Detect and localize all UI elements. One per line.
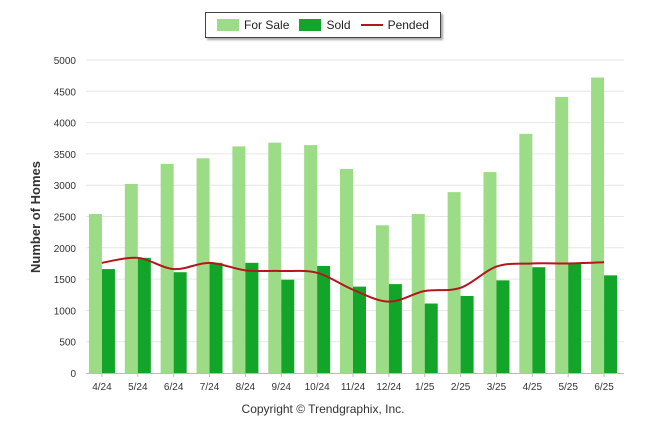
bar-sold[interactable]	[353, 286, 366, 373]
bar-for-sale[interactable]	[304, 145, 318, 373]
bar-for-sale[interactable]	[591, 77, 605, 373]
x-axis-ticks: 4/24 5/24 6/24 7/24 8/24 9/24 10/24 11/24 12/24 1…	[92, 373, 614, 393]
bar-for-sale[interactable]	[447, 192, 461, 373]
bar-sold[interactable]	[281, 279, 295, 373]
legend: For Sale Sold Pended	[205, 12, 441, 38]
x-tick-label: 9/24	[272, 382, 292, 393]
y-tick-label: 4000	[54, 119, 77, 130]
legend-item-sold[interactable]: Sold	[299, 18, 351, 32]
bar-sold[interactable]	[137, 257, 151, 373]
bar-for-sale[interactable]	[232, 146, 246, 373]
x-tick-label: 8/24	[236, 382, 256, 393]
bar-sold[interactable]	[604, 275, 618, 373]
bar-sold[interactable]	[101, 269, 115, 373]
bar-for-sale[interactable]	[340, 168, 353, 373]
bar-for-sale[interactable]	[555, 96, 569, 374]
y-tick-label: 500	[59, 338, 76, 349]
y-tick-label: 2000	[54, 244, 77, 255]
bar-sold[interactable]	[496, 280, 510, 373]
bar-for-sale[interactable]	[88, 213, 102, 373]
x-tick-label: 4/24	[92, 382, 112, 393]
y-tick-label: 3000	[54, 181, 77, 192]
x-tick-label: 1/25	[415, 382, 435, 393]
pended-line	[101, 256, 605, 303]
copyright-text: Copyright © Trendgraphix, Inc.	[241, 402, 405, 416]
y-tick-label: 5000	[54, 56, 77, 67]
bar-for-sale[interactable]	[196, 158, 210, 373]
x-tick-label: 12/24	[376, 382, 401, 393]
bar-sold[interactable]	[460, 296, 474, 373]
legend-label-sold: Sold	[326, 18, 351, 32]
bar-for-sale[interactable]	[519, 133, 533, 373]
sold-swatch	[299, 19, 322, 31]
y-tick-label: 3500	[54, 150, 77, 161]
for-sale-swatch	[217, 19, 240, 31]
y-tick-label: 4500	[54, 87, 77, 98]
x-tick-label: 10/24	[305, 382, 330, 393]
bar-sold[interactable]	[209, 262, 223, 373]
legend-item-for-sale[interactable]: For Sale	[217, 18, 289, 32]
y-axis-label: Number of Homes	[28, 161, 43, 273]
x-tick-label: 3/25	[487, 382, 507, 393]
x-tick-label: 4/25	[523, 382, 543, 393]
x-tick-label: 2/25	[451, 382, 471, 393]
legend-label-for-sale: For Sale	[244, 18, 290, 32]
bar-sold[interactable]	[388, 284, 402, 373]
y-tick-label: 1000	[54, 306, 77, 317]
x-tick-label: 6/25	[594, 382, 614, 393]
legend-item-pended[interactable]: Pended	[360, 18, 429, 32]
y-axis-ticks: 0 500 1000 1500 2000 2500 3000 3500 4000 4500 5000	[54, 56, 77, 380]
pended-swatch	[360, 24, 383, 26]
y-tick-label: 0	[70, 369, 76, 380]
x-tick-label: 5/24	[128, 382, 148, 393]
bar-for-sale[interactable]	[483, 172, 497, 373]
x-tick-label: 7/24	[200, 382, 220, 393]
bar-sold[interactable]	[424, 303, 438, 373]
y-tick-label: 2500	[54, 213, 77, 224]
y-tick-label: 1500	[54, 275, 77, 286]
bars	[88, 77, 618, 374]
legend-label-pended: Pended	[387, 18, 429, 32]
x-tick-label: 6/24	[164, 382, 184, 393]
bar-for-sale[interactable]	[124, 183, 138, 373]
bar-sold[interactable]	[568, 263, 582, 373]
bar-sold[interactable]	[245, 262, 259, 373]
x-tick-label: 5/25	[558, 382, 578, 393]
bar-sold[interactable]	[532, 267, 546, 373]
bar-for-sale[interactable]	[268, 142, 282, 373]
bar-for-sale[interactable]	[375, 225, 389, 373]
bar-sold[interactable]	[317, 265, 331, 373]
x-tick-label: 11/24	[341, 382, 366, 393]
bar-sold[interactable]	[173, 272, 187, 373]
